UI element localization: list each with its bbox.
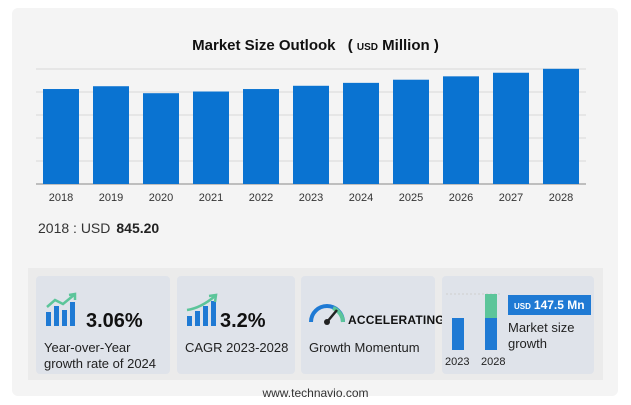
momentum-value: ACCELERATING — [348, 313, 445, 327]
title-text: Market Size Outlook — [192, 37, 336, 54]
source-footer[interactable]: www.technavio.com — [262, 386, 369, 400]
x-tick-label-2023: 2023 — [299, 192, 323, 204]
growth-caption: Market size growth — [508, 320, 574, 352]
bar-2021 — [193, 91, 229, 184]
bars — [43, 68, 579, 184]
bar-2019 — [93, 86, 129, 184]
x-tick-label-2021: 2021 — [199, 192, 223, 204]
x-tick-label-2022: 2022 — [249, 192, 273, 204]
x-tick-label-2026: 2026 — [449, 192, 473, 204]
mini-bar-2028-increment — [485, 294, 497, 318]
title-close-paren: ) — [433, 37, 439, 54]
bar-growth-icon — [46, 292, 77, 326]
momentum-caption: Growth Momentum — [309, 340, 420, 355]
chart-title: Market Size Outlook ( USD Million ) — [0, 37, 631, 54]
bar-growth-icon — [186, 293, 218, 326]
x-axis-labels: 2018 2019 2020 2021 2022 2023 2024 2025 2026 2027… — [49, 192, 573, 204]
mini-year-start: 2023 — [445, 356, 470, 368]
title-unit-text: Million — [382, 37, 430, 54]
bar-2025 — [393, 79, 429, 184]
bar-chart: 2018 2019 2020 2021 2022 2023 2024 2025 2026 2027… — [36, 68, 586, 204]
mini-growth-chart — [446, 293, 502, 350]
cagr-value: 3.2% — [220, 310, 266, 332]
base-year-value: 2018 : USD 845.20 — [38, 220, 159, 236]
speedometer-icon — [309, 304, 345, 325]
x-tick-label-2019: 2019 — [99, 192, 123, 204]
cagr-card: 3.2% CAGR 2023-2028 — [177, 276, 295, 374]
growth-amount-prefix: USD — [514, 302, 531, 311]
title-unit: ( USD Million ) — [348, 37, 439, 54]
growth-amount: 147.5 Mn — [533, 298, 585, 312]
title-unit-prefix: USD — [356, 42, 378, 53]
mini-year-end: 2028 — [481, 356, 506, 368]
x-tick-label-2028: 2028 — [549, 192, 573, 204]
x-tick-label-2018: 2018 — [49, 192, 73, 204]
yoy-value: 3.06% — [86, 310, 143, 332]
x-tick-label-2020: 2020 — [149, 192, 173, 204]
bar-2028 — [543, 68, 579, 184]
yoy-caption: Year-over-Year growth rate of 2024 — [44, 340, 156, 372]
market-growth-card: 2023 2028 USD 147.5 Mn Market size growth — [442, 276, 594, 374]
bar-2027 — [493, 72, 529, 184]
yoy-caption-line2: growth rate of 2024 — [44, 356, 157, 371]
base-year-amount: 845.20 — [116, 220, 160, 236]
growth-amount-badge: USD 147.5 Mn — [508, 295, 591, 315]
x-tick-label-2025: 2025 — [399, 192, 423, 204]
yoy-caption-line1: Year-over-Year — [44, 340, 131, 355]
yoy-card: 3.06% Year-over-Year growth rate of 2024 — [36, 276, 170, 374]
bar-2018 — [43, 89, 79, 184]
growth-caption-line1: Market size — [508, 320, 575, 335]
cagr-caption: CAGR 2023-2028 — [185, 340, 289, 355]
mini-bar-2023 — [452, 318, 464, 350]
bar-2024 — [343, 82, 379, 184]
base-year-label: 2018 : USD — [38, 220, 111, 236]
bar-2026 — [443, 76, 479, 184]
title-open-paren: ( — [347, 37, 353, 54]
bar-2020 — [143, 93, 179, 184]
x-tick-label-2027: 2027 — [499, 192, 523, 204]
bar-2022 — [243, 89, 279, 184]
growth-caption-line2: growth — [508, 336, 548, 351]
x-tick-label-2024: 2024 — [349, 192, 373, 204]
momentum-card: ACCELERATING Growth Momentum — [301, 276, 445, 374]
bar-2023 — [293, 85, 329, 184]
mini-bar-2028 — [485, 318, 497, 350]
